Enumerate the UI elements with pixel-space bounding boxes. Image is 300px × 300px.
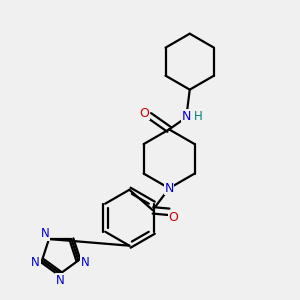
Text: O: O	[169, 211, 178, 224]
Text: N: N	[164, 182, 174, 195]
Text: N: N	[182, 110, 191, 123]
Text: N: N	[80, 256, 89, 269]
Text: N: N	[40, 227, 50, 240]
Text: H: H	[194, 110, 202, 123]
Text: O: O	[139, 107, 149, 120]
Text: N: N	[31, 256, 40, 269]
Text: N: N	[56, 274, 64, 287]
